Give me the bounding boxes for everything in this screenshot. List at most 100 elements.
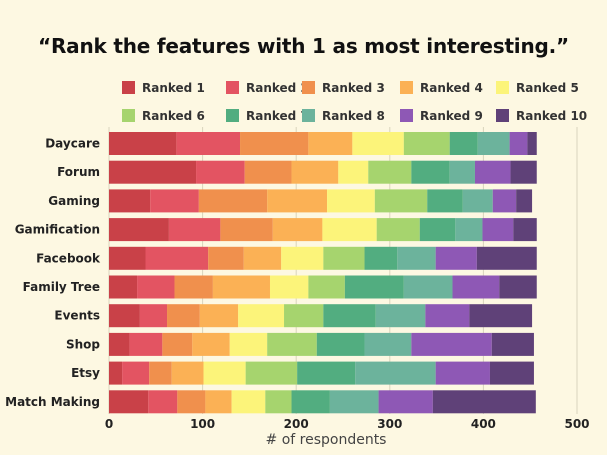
legend-label-ranked-5: Ranked 5 <box>516 81 579 95</box>
category-label-gamification: Gamification <box>15 223 100 237</box>
bar-gamification-ranked-7 <box>419 218 456 242</box>
bar-shop-ranked-10 <box>491 332 534 356</box>
bar-forum-ranked-5 <box>338 160 369 184</box>
bar-match-making-ranked-5 <box>231 390 266 414</box>
legend: Ranked 1 Ranked 2 Ranked 3 Ranked 4 Ranked 5… <box>122 81 587 123</box>
bar-family-tree-ranked-7 <box>344 275 404 299</box>
bar-etsy-ranked-5 <box>203 361 246 385</box>
bar-match-making-ranked-10 <box>432 390 536 414</box>
bar-daycare-ranked-1 <box>109 132 177 155</box>
bar-gamification-ranked-3 <box>220 218 273 242</box>
bar-forum-ranked-8 <box>449 160 475 184</box>
legend-swatch-ranked-10 <box>496 109 509 122</box>
bar-family-tree-ranked-1 <box>109 275 138 299</box>
bar-match-making-ranked-8 <box>329 390 379 414</box>
bar-events-ranked-8 <box>375 304 426 328</box>
category-label-shop: Shop <box>66 337 100 351</box>
x-tick-200: 200 <box>284 417 309 431</box>
bar-events-ranked-2 <box>139 304 168 328</box>
bar-facebook-ranked-10 <box>476 246 537 270</box>
bar-gaming-ranked-10 <box>516 189 533 213</box>
bar-forum-ranked-7 <box>411 160 450 184</box>
bar-facebook-ranked-1 <box>109 246 146 270</box>
bar-daycare-ranked-5 <box>352 132 404 155</box>
bar-forum-ranked-10 <box>510 160 537 184</box>
legend-label-ranked-9: Ranked 9 <box>420 109 483 123</box>
bar-etsy-ranked-10 <box>489 361 534 385</box>
x-tick-500: 500 <box>564 417 589 431</box>
bar-etsy-ranked-8 <box>355 361 436 385</box>
bar-gaming-ranked-1 <box>109 189 151 213</box>
legend-label-ranked-2: Ranked 2 <box>246 81 309 95</box>
category-label-family-tree: Family Tree <box>23 280 100 294</box>
bar-daycare-ranked-7 <box>449 132 478 155</box>
bar-events-ranked-9 <box>425 304 470 328</box>
bar-forum-ranked-1 <box>109 160 197 184</box>
bar-gaming-ranked-8 <box>462 189 493 213</box>
bar-daycare-ranked-4 <box>308 132 353 155</box>
bar-match-making-ranked-7 <box>291 390 330 414</box>
bar-events-ranked-6 <box>284 304 324 328</box>
category-label-forum: Forum <box>57 165 100 179</box>
bar-shop-ranked-1 <box>109 332 130 356</box>
x-tick-100: 100 <box>190 417 215 431</box>
category-label-events: Events <box>54 309 100 323</box>
bar-gaming-ranked-7 <box>427 189 463 213</box>
bar-gamification-ranked-9 <box>482 218 514 242</box>
bar-etsy-ranked-4 <box>171 361 204 385</box>
legend-label-ranked-10: Ranked 10 <box>516 109 587 123</box>
bar-shop-ranked-4 <box>192 332 230 356</box>
bar-daycare-ranked-3 <box>240 132 309 155</box>
bar-gaming-ranked-4 <box>267 189 328 213</box>
bar-daycare-ranked-9 <box>509 132 528 155</box>
bar-match-making-ranked-2 <box>148 390 178 414</box>
bar-family-tree-ranked-8 <box>403 275 453 299</box>
bar-shop-ranked-9 <box>411 332 492 356</box>
bar-gaming-ranked-2 <box>150 189 199 213</box>
bar-events-ranked-4 <box>199 304 239 328</box>
bar-gamification-ranked-5 <box>322 218 377 242</box>
bars <box>109 132 537 414</box>
bar-shop-ranked-2 <box>129 332 163 356</box>
category-label-match-making: Match Making <box>5 395 100 409</box>
bar-facebook-ranked-7 <box>364 246 398 270</box>
legend-swatch-ranked-6 <box>122 109 135 122</box>
bar-forum-ranked-3 <box>244 160 292 184</box>
x-tick-labels: 0 100 200 300 400 500 <box>105 417 590 431</box>
bar-daycare-ranked-2 <box>176 132 241 155</box>
bar-forum-ranked-9 <box>474 160 511 184</box>
x-axis-title: # of respondents <box>266 432 387 448</box>
bar-facebook-ranked-5 <box>281 246 324 270</box>
bar-gaming-ranked-9 <box>492 189 517 213</box>
legend-label-ranked-6: Ranked 6 <box>142 109 205 123</box>
category-labels: Daycare Forum Gaming Gamification Facebook Fa… <box>5 137 101 409</box>
bar-forum-ranked-6 <box>368 160 412 184</box>
bar-gamification-ranked-6 <box>376 218 420 242</box>
legend-label-ranked-4: Ranked 4 <box>420 81 483 95</box>
legend-swatch-ranked-7 <box>226 109 239 122</box>
bar-etsy-ranked-1 <box>109 361 123 385</box>
bar-daycare-ranked-10 <box>527 132 537 155</box>
bar-facebook-ranked-6 <box>323 246 365 270</box>
x-tick-0: 0 <box>105 417 113 431</box>
legend-label-ranked-1: Ranked 1 <box>142 81 205 95</box>
bar-etsy-ranked-6 <box>245 361 298 385</box>
bar-facebook-ranked-3 <box>208 246 244 270</box>
category-label-etsy: Etsy <box>71 366 100 380</box>
bar-events-ranked-7 <box>323 304 376 328</box>
bar-facebook-ranked-2 <box>145 246 209 270</box>
bar-events-ranked-3 <box>167 304 200 328</box>
legend-swatch-ranked-8 <box>302 109 315 122</box>
x-tick-400: 400 <box>471 417 496 431</box>
bar-match-making-ranked-6 <box>265 390 292 414</box>
legend-swatch-ranked-5 <box>496 81 509 94</box>
legend-swatch-ranked-1 <box>122 81 135 94</box>
bar-match-making-ranked-9 <box>378 390 433 414</box>
bar-family-tree-ranked-4 <box>212 275 270 299</box>
bar-shop-ranked-3 <box>162 332 193 356</box>
bar-facebook-ranked-9 <box>435 246 477 270</box>
bar-events-ranked-5 <box>238 304 285 328</box>
bar-family-tree-ranked-2 <box>137 275 175 299</box>
bar-etsy-ranked-3 <box>149 361 172 385</box>
